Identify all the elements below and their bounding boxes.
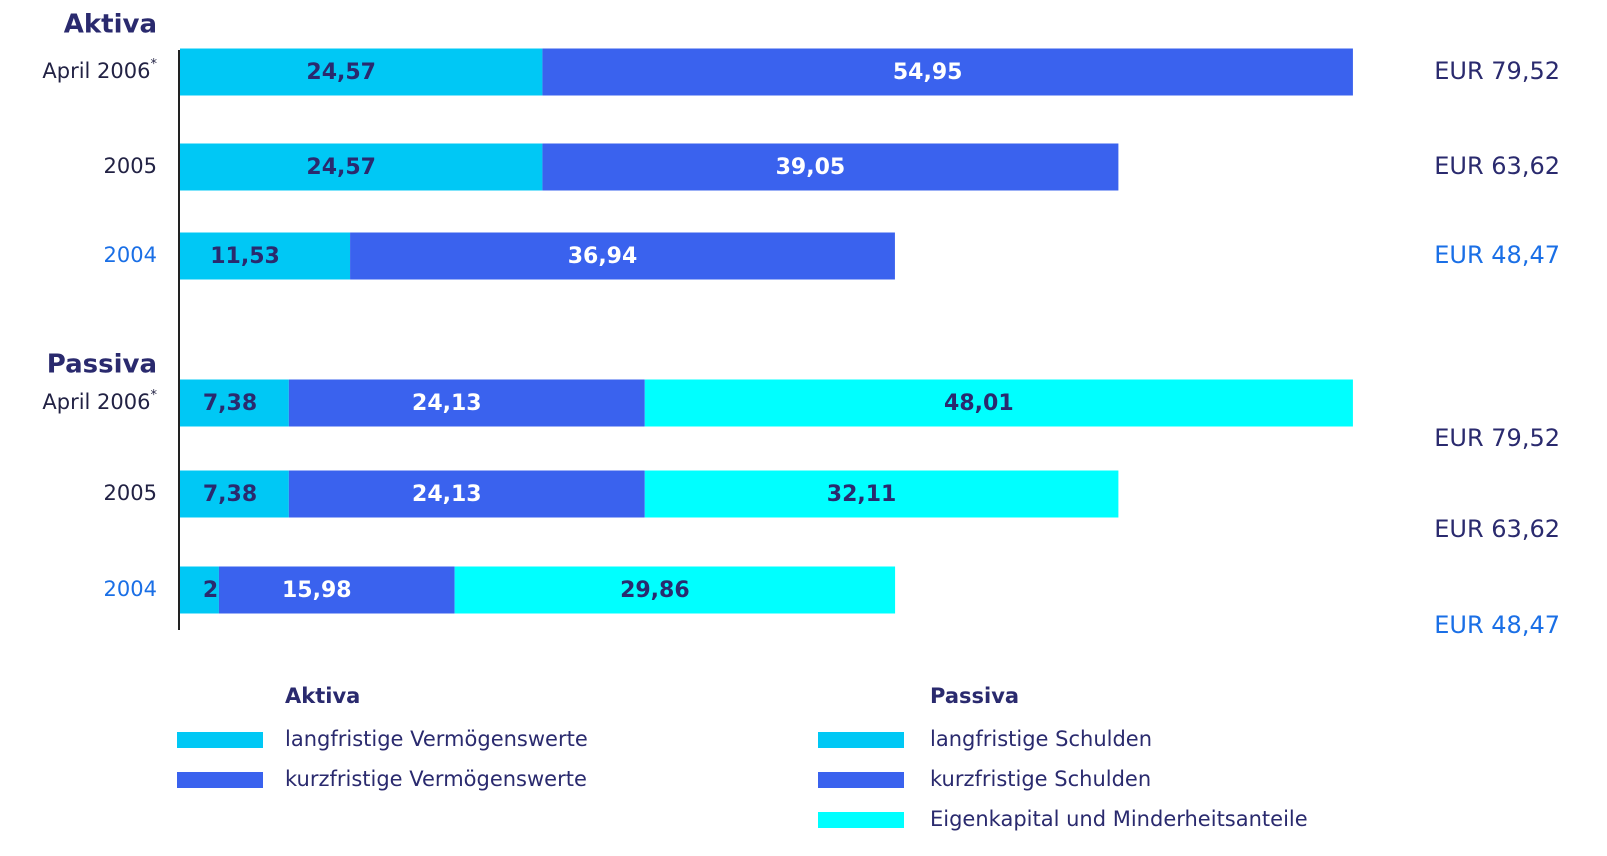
bar-segment xyxy=(542,48,1353,96)
legend-label: Eigenkapital und Minderheitsanteile xyxy=(930,807,1308,831)
bar-segment xyxy=(644,470,1119,518)
legend-title: Passiva xyxy=(930,684,1019,708)
category-label: April 2006* xyxy=(42,57,157,84)
legend-label: kurzfristige Schulden xyxy=(930,767,1151,791)
category-note: * xyxy=(151,388,158,403)
legend-swatch xyxy=(818,812,904,828)
bar-segment xyxy=(288,379,645,427)
value-label: 24,57 xyxy=(306,155,376,180)
bar-segment xyxy=(350,232,895,280)
category-name: 2004 xyxy=(104,577,157,601)
bar-segment xyxy=(180,379,289,427)
category-label: 2004 xyxy=(104,577,157,601)
category-name: 2005 xyxy=(104,154,157,178)
value-label: 48,01 xyxy=(944,391,1014,416)
legend-label: kurzfristige Vermögenswerte xyxy=(285,767,587,791)
bar-segment xyxy=(180,143,543,191)
legend-swatch xyxy=(818,772,904,788)
value-label: 11,53 xyxy=(210,244,280,269)
category-name: April 2006 xyxy=(42,390,150,414)
bar-segment xyxy=(180,48,543,96)
total-label: EUR 79,52 xyxy=(1434,57,1560,85)
group-title: Passiva xyxy=(47,350,157,380)
category-label: April 2006* xyxy=(42,388,157,415)
bar-segment xyxy=(288,470,645,518)
value-label: 32,11 xyxy=(827,482,897,507)
bar-segment xyxy=(180,232,351,280)
bar-segment xyxy=(180,566,219,614)
value-label: 39,05 xyxy=(776,155,846,180)
value-label: 7,38 xyxy=(203,482,257,507)
category-note: * xyxy=(151,57,158,72)
bar-segment xyxy=(218,566,455,614)
legend-label: langfristige Vermögenswerte xyxy=(285,727,588,751)
legend-swatch xyxy=(177,772,263,788)
category-label: 2005 xyxy=(104,154,157,178)
category-name: 2005 xyxy=(104,481,157,505)
bar-segment xyxy=(454,566,896,614)
total-label: EUR 79,52 xyxy=(1434,424,1560,452)
bar-segment xyxy=(644,379,1353,427)
value-label: 29,86 xyxy=(620,578,690,603)
value-label: 36,94 xyxy=(568,244,638,269)
category-name: 2004 xyxy=(104,243,157,267)
legend-title: Aktiva xyxy=(285,684,360,708)
bar-segment xyxy=(180,470,289,518)
bar-segment xyxy=(542,143,1119,191)
group-title: Aktiva xyxy=(64,10,157,40)
legend-label: langfristige Schulden xyxy=(930,727,1152,751)
legend-swatch xyxy=(177,732,263,748)
category-label: 2004 xyxy=(104,243,157,267)
value-label: 15,98 xyxy=(282,578,352,603)
category-label: 2005 xyxy=(104,481,157,505)
value-label: 24,57 xyxy=(306,60,376,85)
total-label: EUR 48,47 xyxy=(1434,241,1560,269)
value-label: 54,95 xyxy=(893,60,963,85)
category-name: April 2006 xyxy=(42,59,150,83)
total-label: EUR 63,62 xyxy=(1434,152,1560,180)
total-label: EUR 63,62 xyxy=(1434,515,1560,543)
value-label: 7,38 xyxy=(203,391,257,416)
value-label: 24,13 xyxy=(412,482,482,507)
value-label: 24,13 xyxy=(412,391,482,416)
legend-swatch xyxy=(818,732,904,748)
total-label: EUR 48,47 xyxy=(1434,611,1560,639)
